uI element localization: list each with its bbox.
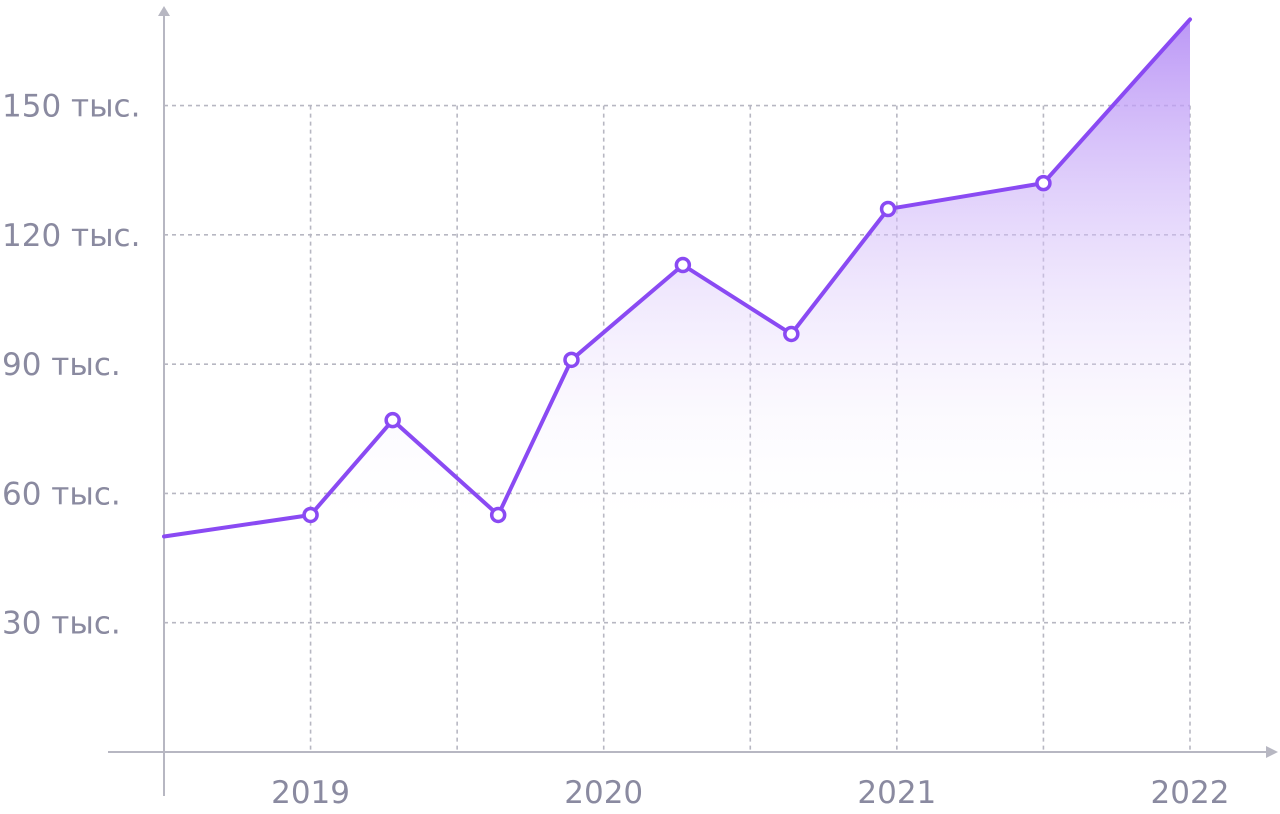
x-tick-label: 2021 <box>857 775 936 811</box>
axes <box>108 6 1278 796</box>
data-markers <box>302 174 1052 524</box>
data-point <box>783 325 800 343</box>
data-point <box>563 351 580 369</box>
x-tick-label: 2019 <box>271 775 350 811</box>
series-line-group <box>162 17 1192 539</box>
data-point <box>489 506 507 524</box>
x-tick-label: 2020 <box>564 775 643 811</box>
x-axis-labels: 2019 2020 2021 2022 <box>271 775 1229 811</box>
y-axis-arrow-icon <box>158 6 170 16</box>
y-tick-label: 30 тыс. <box>2 606 121 642</box>
data-point <box>879 200 897 218</box>
y-tick-label: 150 тыс. <box>2 89 140 125</box>
x-tick-label: 2022 <box>1151 775 1230 811</box>
series-line <box>162 17 1192 539</box>
data-point <box>302 506 319 524</box>
data-point <box>384 411 401 429</box>
y-tick-label: 90 тыс. <box>2 347 121 383</box>
area-fill <box>164 19 1190 537</box>
data-point <box>674 256 692 274</box>
x-axis-arrow-icon <box>1266 746 1278 758</box>
y-tick-label: 60 тыс. <box>2 476 121 512</box>
y-axis-labels: 30 тыс. 60 тыс. 90 тыс. 120 тыс. 150 тыс. <box>2 89 140 642</box>
y-tick-label: 120 тыс. <box>2 218 140 254</box>
data-point <box>1035 174 1052 192</box>
